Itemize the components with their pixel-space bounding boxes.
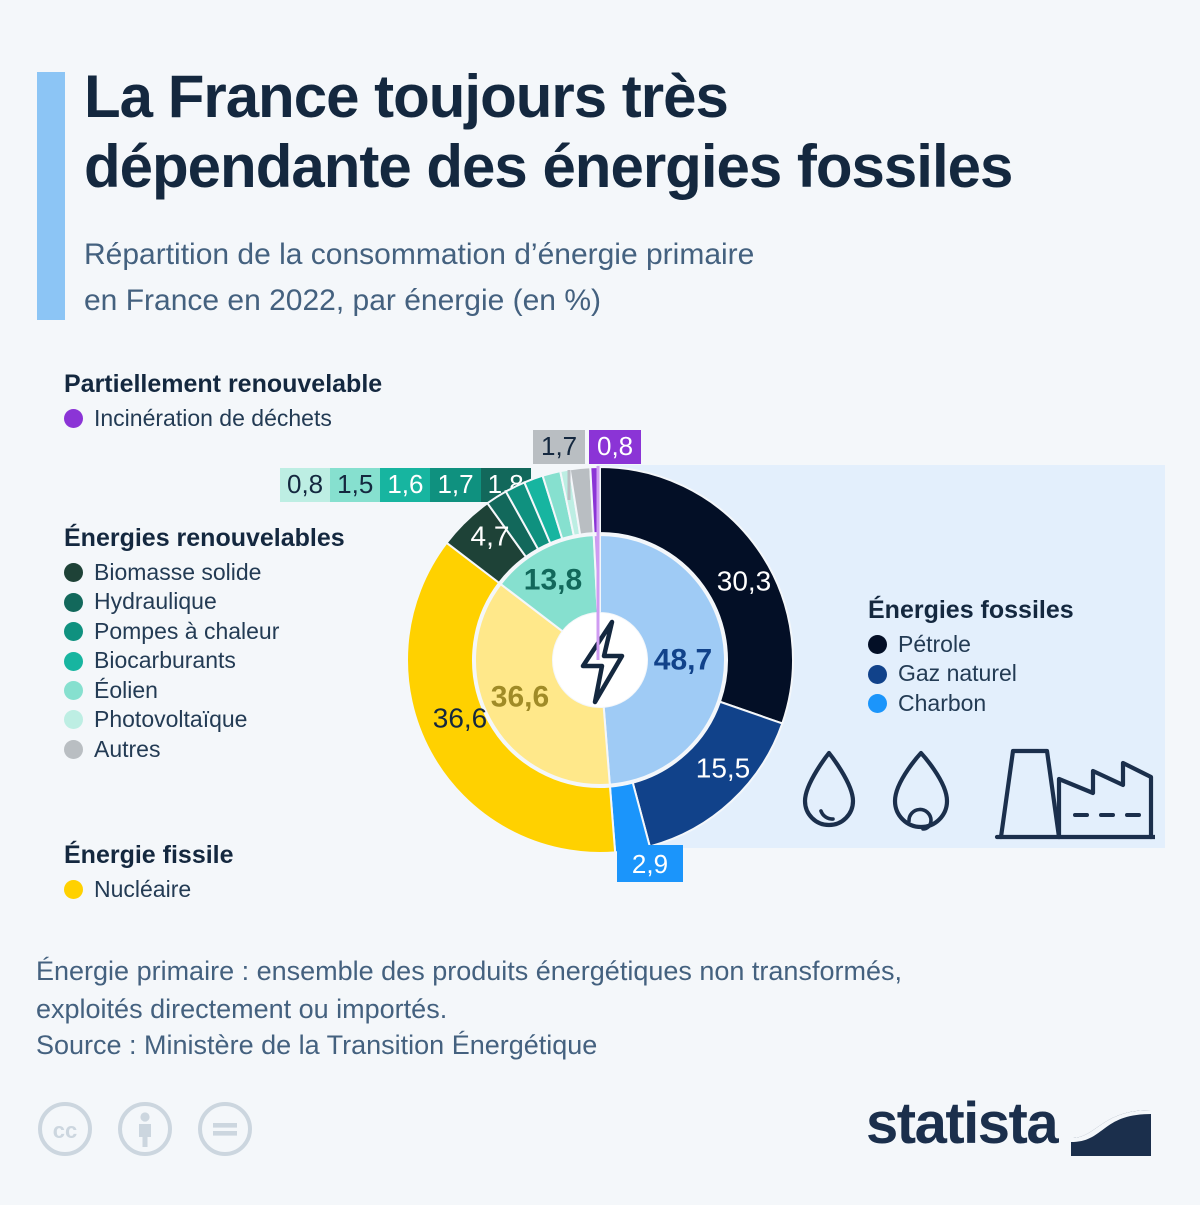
water-drop-icon (802, 750, 856, 828)
legend-dot-charbon (868, 694, 887, 714)
by-icon (118, 1102, 172, 1156)
chip-charbon: 2,9 (617, 845, 683, 882)
legend-renewables: Énergies renouvelables Biomasse solide H… (64, 524, 345, 764)
donut-slice[interactable] (445, 501, 528, 585)
legend-dot-petrole (868, 635, 887, 655)
factory-icon (994, 748, 1158, 840)
donut-slice[interactable] (499, 534, 599, 633)
footnote: Énergie primaire : ensemble des produits… (36, 952, 1096, 1029)
donut-slice[interactable] (474, 582, 611, 786)
donut-value-label: 13,8 (524, 564, 582, 597)
page-title: La France toujours très dépendante des é… (84, 62, 1184, 201)
donut-slice[interactable] (568, 466, 595, 536)
legend-item-biocarburants[interactable]: Biocarburants (64, 646, 345, 675)
legend-label-nucleaire: Nucléaire (94, 876, 192, 902)
creative-commons-icons: cc (36, 1100, 254, 1158)
legend-dot-gaz (868, 664, 887, 684)
title-line-1: La France toujours très (84, 63, 729, 130)
chip-pompes-a-chaleur: 1,7 (430, 468, 481, 503)
chip-incineration: 0,8 (589, 430, 642, 465)
statista-logo: statista (866, 1091, 1152, 1156)
title-line-2: dépendante des énergies fossiles (84, 132, 1013, 200)
legend-dot-biocarburants (64, 651, 83, 671)
legend-fissile-heading: Énergie fissile (64, 841, 234, 869)
legend-item-petrole[interactable]: Pétrole (868, 630, 1074, 659)
donut-slice[interactable] (559, 468, 582, 537)
legend-item-biomasse[interactable]: Biomasse solide (64, 558, 345, 587)
legend-label-biomasse: Biomasse solide (94, 559, 262, 585)
nd-icon (198, 1102, 252, 1156)
footnote-line-2: exploités directement ou importés. (36, 994, 448, 1025)
chip-biocarburants: 1,6 (380, 468, 431, 503)
legend-item-pompes[interactable]: Pompes à chaleur (64, 617, 345, 646)
legend-label-biocarburants: Biocarburants (94, 647, 236, 674)
legend-label-incineration: Incinération de déchets (94, 405, 332, 431)
statista-wordmark: statista (866, 1091, 1059, 1156)
legend-dot-incineration (64, 409, 83, 429)
statista-mark-icon (1071, 1092, 1152, 1156)
footnote-line-1: Énergie primaire : ensemble des produits… (36, 956, 902, 986)
legend-dot-autres (64, 739, 83, 759)
legend-label-autres: Autres (94, 735, 161, 762)
donut-value-label: 36,6 (491, 681, 549, 714)
legend-item-eolien[interactable]: Éolien (64, 676, 345, 705)
legend-dot-hydraulique (64, 592, 83, 612)
subtitle-line-2: en France en 2022, par énergie (en %) (84, 283, 601, 317)
legend-item-nucleaire[interactable]: Nucléaire (64, 875, 234, 904)
legend-label-petrole: Pétrole (898, 631, 971, 657)
legend-dot-photovoltaique (64, 710, 83, 730)
donut-slice[interactable] (406, 541, 617, 854)
legend-dot-pompes (64, 622, 83, 642)
legend-label-gaz: Gaz naturel (898, 660, 1017, 687)
legend-item-incineration[interactable]: Incinération de déchets (64, 404, 382, 433)
legend-label-hydraulique: Hydraulique (94, 588, 217, 615)
legend-fossil: Énergies fossiles Pétrole Gaz naturel Ch… (868, 596, 1074, 718)
legend-dot-biomasse (64, 563, 83, 583)
source-line: Source : Ministère de la Transition Éner… (36, 1030, 598, 1060)
legend-label-charbon: Charbon (898, 689, 987, 716)
small-value-chip-row: 0,8 1,5 1,6 1,7 1,8 (280, 468, 531, 503)
svg-text:cc: cc (53, 1118, 77, 1143)
legend-partially-renewable: Partiellement renouvelable Incinération … (64, 370, 382, 433)
donut-slice[interactable] (541, 469, 576, 540)
chip-hydraulique: 1,8 (480, 468, 531, 503)
chip-photovoltaique: 0,8 (280, 468, 331, 503)
legend-fissile: Énergie fissile Nucléaire (64, 841, 234, 904)
legend-partially-renewable-heading: Partiellement renouvelable (64, 370, 383, 398)
legend-label-pompes: Pompes à chaleur (94, 617, 280, 644)
legend-label-photovoltaique: Photovoltaïque (94, 706, 248, 733)
legend-item-charbon[interactable]: Charbon (868, 689, 1074, 718)
donut-value-label: 4,7 (471, 521, 510, 552)
legend-item-hydraulique[interactable]: Hydraulique (64, 587, 345, 616)
legend-dot-eolien (64, 680, 83, 700)
flame-icon (892, 750, 950, 831)
legend-item-autres[interactable]: Autres (64, 735, 345, 764)
legend-item-photovoltaique[interactable]: Photovoltaïque (64, 705, 345, 734)
subtitle-line-1: Répartition de la consommation d’énergie… (84, 238, 755, 271)
title-accent-bar (37, 72, 65, 320)
panel-icon-group (795, 745, 1158, 850)
svg-text:2,9: 2,9 (632, 849, 668, 879)
chip-eolien: 1,5 (330, 468, 381, 503)
legend-dot-nucleaire (64, 880, 83, 900)
cc-icon: cc (38, 1102, 92, 1156)
legend-label-eolien: Éolien (94, 676, 158, 703)
chip-autres: 1,7 (533, 430, 586, 465)
legend-fossil-heading: Énergies fossiles (868, 596, 1074, 624)
donut-value-label: 36,6 (433, 703, 488, 734)
legend-item-gaz[interactable]: Gaz naturel (868, 659, 1074, 688)
page-subtitle: Répartition de la consommation d’énergie… (84, 232, 1084, 323)
legend-renewables-heading: Énergies renouvelables (64, 524, 345, 552)
